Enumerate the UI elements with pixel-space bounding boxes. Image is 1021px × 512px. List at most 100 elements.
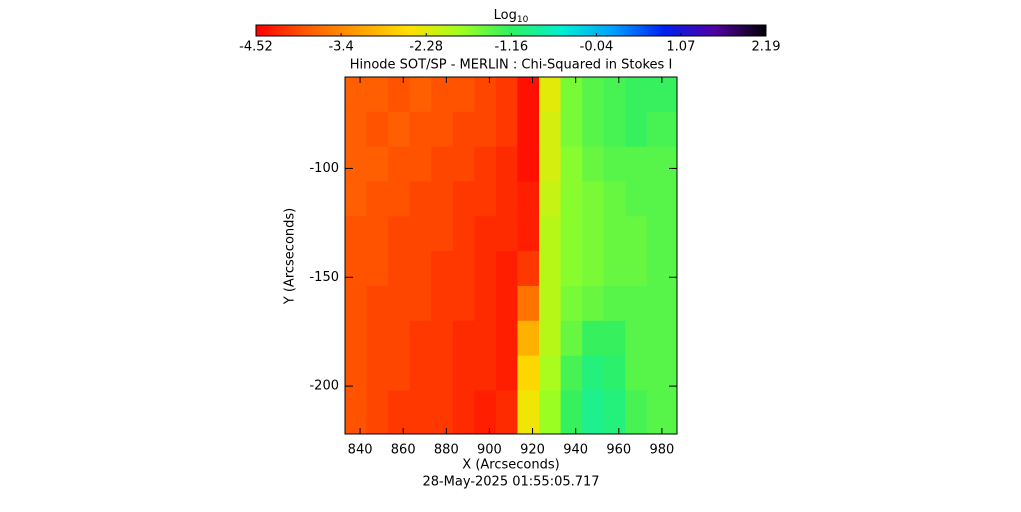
heatmap-cell (603, 77, 626, 113)
heatmap-cell (495, 146, 518, 182)
heatmap-cell (388, 216, 411, 252)
x-tick-label: 900 (477, 443, 502, 458)
heatmap-cell (539, 216, 562, 252)
heatmap-cell (646, 355, 678, 391)
colorbar-tick-label: 1.07 (666, 40, 695, 55)
heatmap-cell (560, 390, 583, 435)
x-tick-label: 880 (434, 443, 459, 458)
heatmap-cell (539, 390, 562, 435)
heatmap-cell (646, 216, 678, 252)
heatmap-cell (474, 390, 497, 435)
heatmap-cell (366, 146, 389, 182)
heatmap-cell (517, 355, 540, 391)
heatmap-cell (560, 216, 583, 252)
heatmap-cell (625, 251, 648, 287)
heatmap-cell (603, 320, 626, 357)
heatmap-cell (366, 216, 389, 252)
heatmap-cell (474, 216, 497, 252)
heatmap-cell (582, 355, 605, 391)
colorbar-tick-label: -4.52 (239, 40, 273, 55)
heatmap-cell (388, 111, 411, 148)
heatmap-cell (452, 320, 475, 357)
heatmap-cell (366, 111, 389, 148)
heatmap-cell (388, 355, 411, 391)
colorbar-tick-label: 2.19 (752, 40, 781, 55)
heatmap-cell (582, 390, 605, 435)
heatmap-cell (625, 355, 648, 391)
heatmap-cell (409, 111, 432, 148)
heatmap-cell (345, 111, 368, 148)
heatmap-cell (409, 146, 432, 182)
heatmap-cell (560, 320, 583, 357)
heatmap-cell (431, 251, 454, 287)
heatmap-cell (539, 77, 562, 113)
heatmap-cell (582, 320, 605, 357)
heatmap-cell (582, 181, 605, 217)
heatmap-cell (345, 390, 368, 435)
heatmap-cell (409, 355, 432, 391)
heatmap-cell (345, 285, 368, 322)
heatmap-cell (539, 320, 562, 357)
heatmap-cell (560, 285, 583, 322)
heatmap-cell (603, 355, 626, 391)
heatmap-cell (517, 181, 540, 217)
heatmap-cell (625, 146, 648, 182)
heatmap-cell (603, 181, 626, 217)
heatmap-cell (452, 285, 475, 322)
heatmap-cell (625, 390, 648, 435)
heatmap-cell (560, 111, 583, 148)
heatmap-cell (603, 285, 626, 322)
heatmap-cell (409, 285, 432, 322)
heatmap-cell (345, 181, 368, 217)
heatmap-cell (495, 285, 518, 322)
heatmap-cell (345, 355, 368, 391)
heatmap-cell (388, 181, 411, 217)
heatmap-cell (539, 111, 562, 148)
colorbar-tick-label: -0.04 (580, 40, 614, 55)
x-tick-label: 920 (520, 443, 545, 458)
colorbar-label: Log10 (494, 8, 529, 25)
heatmap-cell (431, 77, 454, 113)
heatmap-cell (431, 320, 454, 357)
heatmap-cell (366, 390, 389, 435)
heatmap-cell (366, 181, 389, 217)
heatmap-cell (495, 390, 518, 435)
heatmap-cell (431, 181, 454, 217)
heatmap-cell (646, 251, 678, 287)
heatmap-cell (452, 216, 475, 252)
heatmap-cell (409, 77, 432, 113)
heatmap-cell (603, 111, 626, 148)
heatmap-cell (646, 285, 678, 322)
heatmap-cell (345, 77, 368, 113)
heatmap-cell (495, 355, 518, 391)
heatmap-cell (452, 251, 475, 287)
colorbar-tick-label: -1.16 (495, 40, 529, 55)
heatmap-cell (474, 355, 497, 391)
plot-frame (344, 76, 678, 435)
heatmap-cell (366, 320, 389, 357)
heatmap-cell (517, 320, 540, 357)
heatmap-cell (452, 390, 475, 435)
heatmap-cell (474, 77, 497, 113)
heatmap-cell (409, 390, 432, 435)
heatmap-cell (409, 216, 432, 252)
heatmap-cell (431, 146, 454, 182)
heatmap-cell (474, 251, 497, 287)
x-tick-label: 960 (606, 443, 631, 458)
heatmap-cell (452, 77, 475, 113)
x-tick-label: 980 (649, 443, 674, 458)
heatmap-cell (366, 251, 389, 287)
y-tick-label: -100 (309, 161, 339, 176)
heatmap-cell (409, 181, 432, 217)
heatmap-cell (409, 251, 432, 287)
heatmap-cell (345, 320, 368, 357)
heatmap-cell (625, 216, 648, 252)
heatmap-cell (495, 251, 518, 287)
heatmap-cell (366, 285, 389, 322)
heatmap-cell (625, 111, 648, 148)
heatmap-cell (603, 146, 626, 182)
heatmap-cell (431, 355, 454, 391)
heatmap-cell (409, 320, 432, 357)
heatmap-cell (495, 181, 518, 217)
heatmap-cell (431, 285, 454, 322)
